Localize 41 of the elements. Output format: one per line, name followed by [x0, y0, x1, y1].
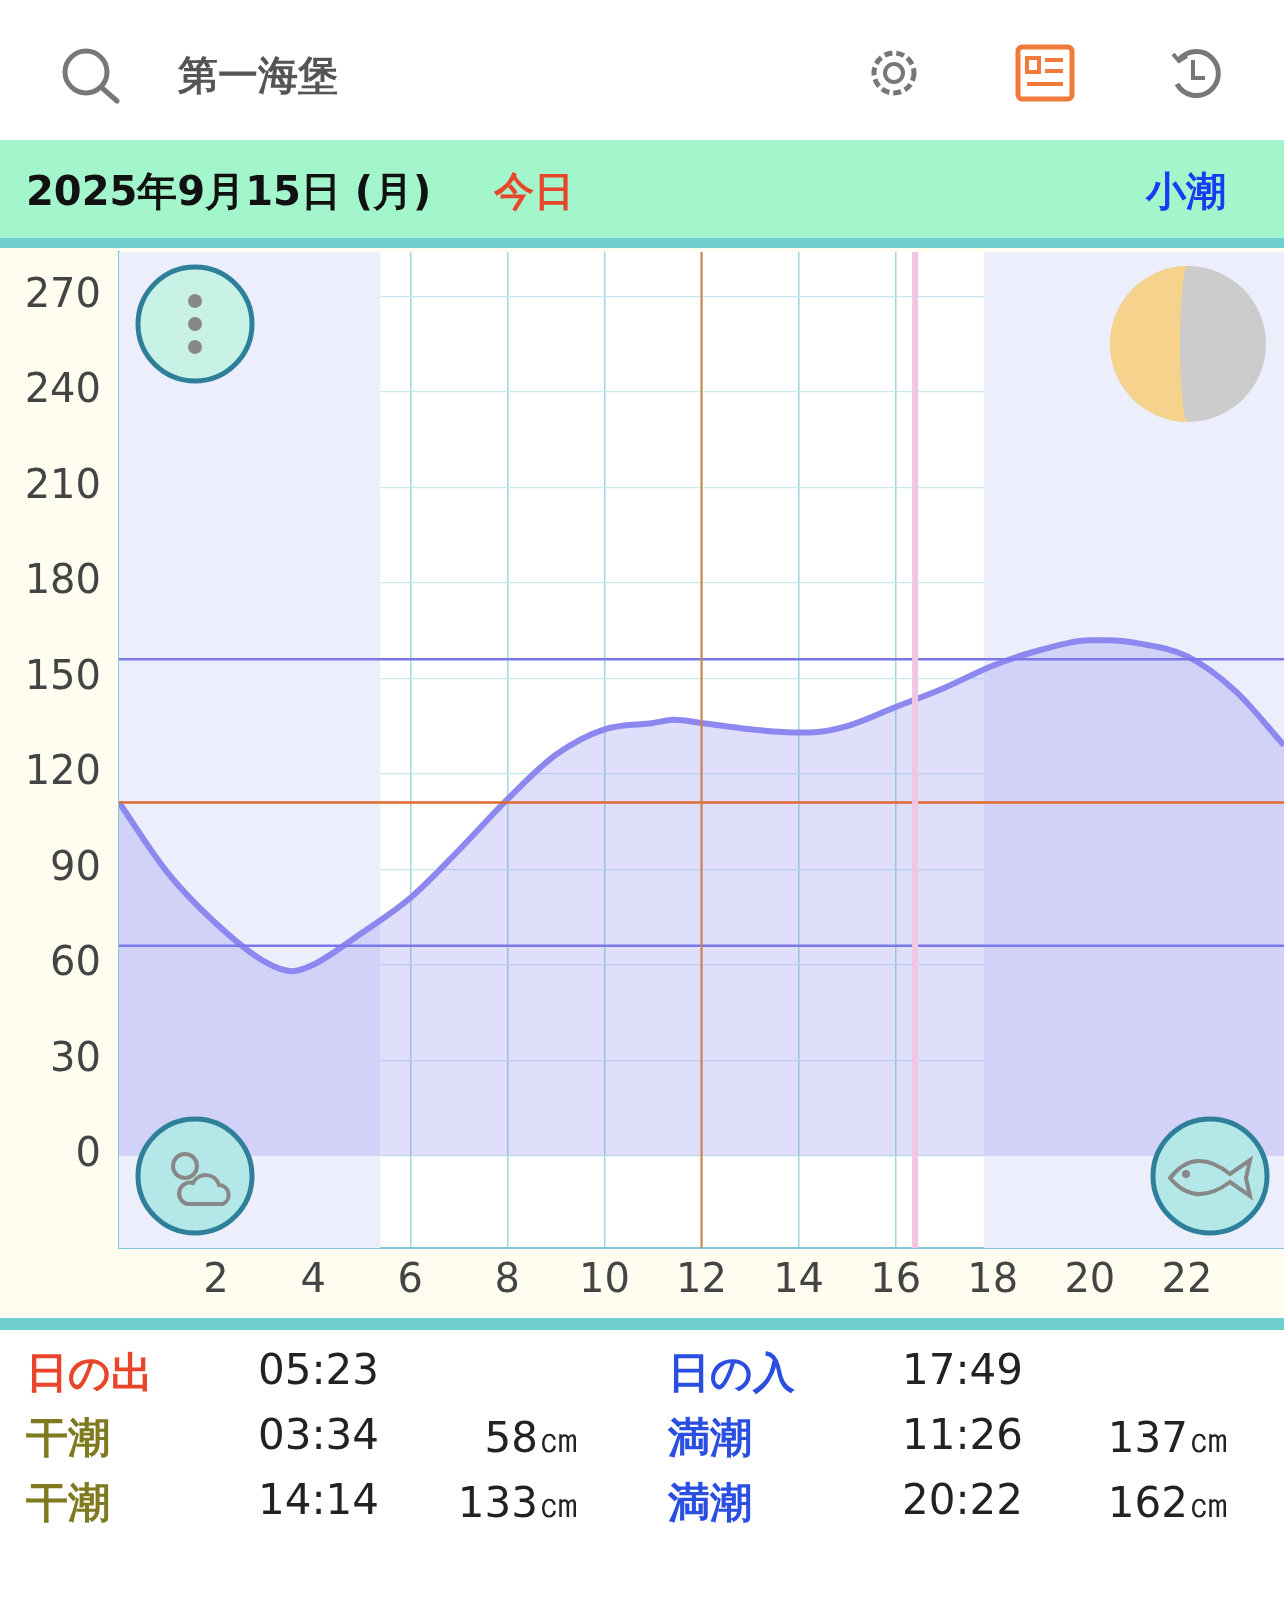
text: 58㎝: [484, 1412, 580, 1464]
text: 17:49: [902, 1345, 1024, 1394]
text: 日の入: [668, 1347, 795, 1399]
text: 今日: [494, 167, 574, 216]
text: 05:23: [258, 1345, 380, 1394]
text: 日の出: [26, 1347, 153, 1399]
x-tick-label: 14: [773, 1255, 825, 1302]
y-tick-label: 90: [50, 842, 101, 889]
y-tick-label: 270: [24, 269, 101, 316]
text: 162㎝: [1107, 1477, 1230, 1529]
x-tick-label: 12: [676, 1255, 727, 1302]
text: 137㎝: [1107, 1412, 1230, 1464]
y-tick-label: 30: [50, 1033, 101, 1080]
chart-title: 第一海堡: [178, 51, 338, 100]
text: 干潮: [26, 1477, 110, 1529]
y-tick-label: 210: [24, 460, 101, 507]
y-tick-label: 150: [24, 651, 101, 698]
text: 干潮: [26, 1412, 110, 1464]
y-tick-label: 60: [50, 938, 101, 985]
x-tick-label: 22: [1161, 1255, 1213, 1302]
x-tick-label: 10: [578, 1255, 630, 1302]
y-tick-label: 240: [24, 365, 101, 412]
text: 満潮: [668, 1412, 752, 1464]
text: 03:34: [258, 1410, 380, 1459]
x-tick-label: 4: [300, 1255, 326, 1302]
x-tick-label: 2: [203, 1255, 229, 1302]
y-tick-label: 120: [24, 747, 101, 794]
text: 満潮: [668, 1477, 752, 1529]
y-tick-label: 180: [24, 556, 101, 603]
text: 14:14: [258, 1475, 380, 1524]
chart-subtitle: 2025年9月15日 (月): [26, 167, 432, 216]
text: 11:26: [902, 1410, 1024, 1459]
x-tick-label: 20: [1064, 1255, 1116, 1302]
text: 133㎝: [457, 1477, 580, 1529]
x-tick-label: 8: [494, 1255, 521, 1302]
x-tick-label: 18: [967, 1255, 1019, 1302]
text: 小潮: [1146, 167, 1226, 216]
x-tick-label: 6: [397, 1255, 423, 1302]
y-tick-label: 0: [75, 1129, 101, 1176]
text: 20:22: [902, 1475, 1024, 1524]
x-tick-label: 16: [870, 1255, 922, 1302]
